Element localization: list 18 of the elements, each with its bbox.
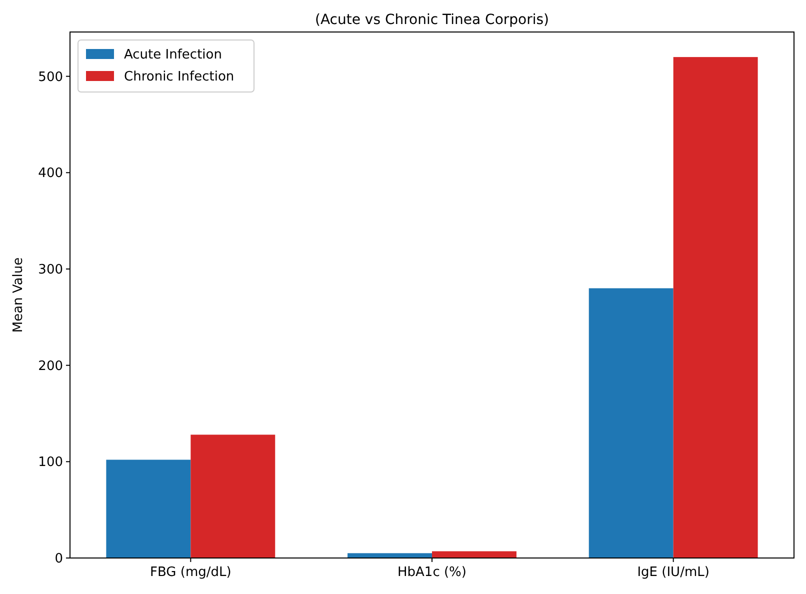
x-tick-label: IgE (IU/mL) (637, 565, 710, 580)
x-tick-label: HbA1c (%) (398, 565, 466, 580)
bar (588, 288, 674, 558)
legend-label: Chronic Infection (124, 70, 234, 85)
y-tick-label: 100 (38, 455, 63, 470)
y-tick-label: 200 (38, 358, 63, 374)
y-tick-label: 500 (38, 70, 63, 85)
legend-label: Acute Infection (124, 48, 222, 63)
y-tick-label: 300 (38, 262, 63, 278)
bar (190, 434, 276, 558)
y-tick-label: 0 (54, 552, 63, 567)
y-axis-title: Mean Value (11, 257, 26, 333)
chart-title: (Acute vs Chronic Tinea Corporis) (315, 12, 549, 28)
bar (106, 460, 191, 558)
y-tick-label: 400 (38, 166, 63, 182)
bar (673, 57, 758, 558)
bar (348, 553, 432, 558)
x-tick-label: FBG (mg/dL) (150, 565, 232, 580)
